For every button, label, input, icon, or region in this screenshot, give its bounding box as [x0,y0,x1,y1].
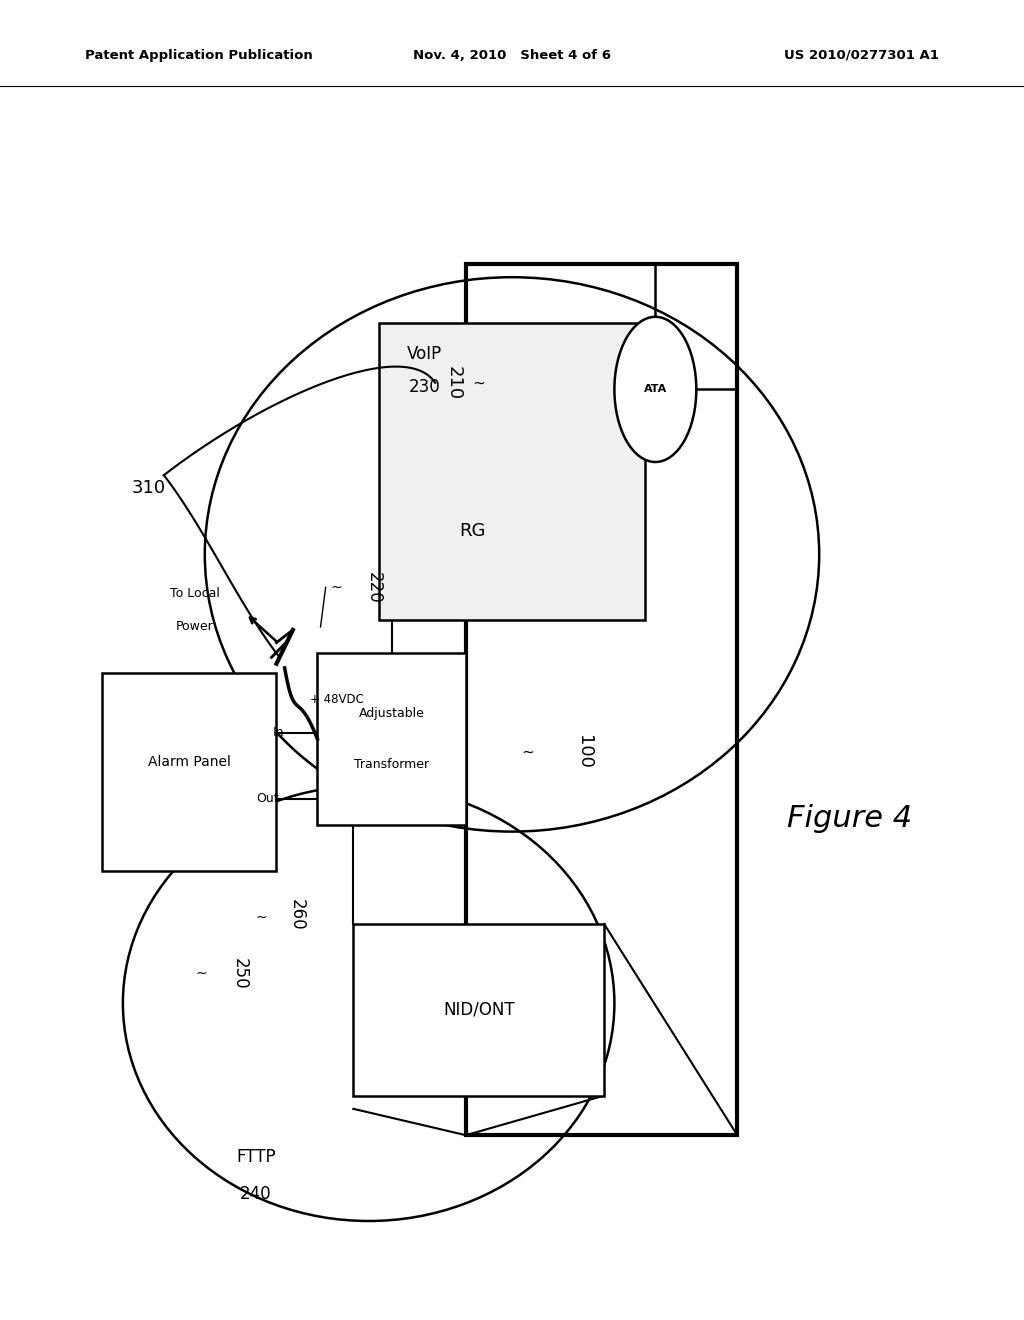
Text: Figure 4: Figure 4 [787,804,912,833]
Ellipse shape [125,788,612,1218]
Text: 310: 310 [131,479,166,498]
Text: FTTP: FTTP [237,1148,275,1167]
Text: Out: Out [256,792,279,805]
Bar [466,264,737,1135]
Text: ~: ~ [255,911,267,924]
Text: 220: 220 [365,572,383,603]
Text: ~: ~ [196,968,208,981]
Text: ~: ~ [521,744,534,760]
Text: 240: 240 [241,1185,271,1204]
Text: ATA: ATA [644,384,667,395]
Text: NID/ONT: NID/ONT [443,1001,514,1019]
Text: RG: RG [459,523,485,540]
Bar [102,673,276,871]
Text: + 48VDC: + 48VDC [310,693,365,706]
Text: Patent Application Publication: Patent Application Publication [85,49,312,62]
Bar [353,924,604,1096]
Text: Nov. 4, 2010   Sheet 4 of 6: Nov. 4, 2010 Sheet 4 of 6 [413,49,611,62]
Ellipse shape [208,280,816,829]
Text: 230: 230 [409,378,441,396]
Ellipse shape [614,317,696,462]
Bar [379,323,645,620]
Text: Transformer: Transformer [354,759,429,771]
Text: ~: ~ [330,581,342,594]
Text: Alarm Panel: Alarm Panel [148,755,230,770]
Text: VoIP: VoIP [408,345,442,363]
Text: 260: 260 [288,899,306,931]
Text: US 2010/0277301 A1: US 2010/0277301 A1 [784,49,939,62]
Text: 100: 100 [574,735,593,770]
Text: ~: ~ [472,375,484,391]
Text: 250: 250 [230,958,249,990]
Text: To Local: To Local [170,587,219,601]
Text: 210: 210 [444,366,463,400]
Text: Adjustable: Adjustable [358,708,425,719]
Text: Power: Power [176,620,213,634]
Bar [317,653,466,825]
Text: In: In [273,726,285,739]
